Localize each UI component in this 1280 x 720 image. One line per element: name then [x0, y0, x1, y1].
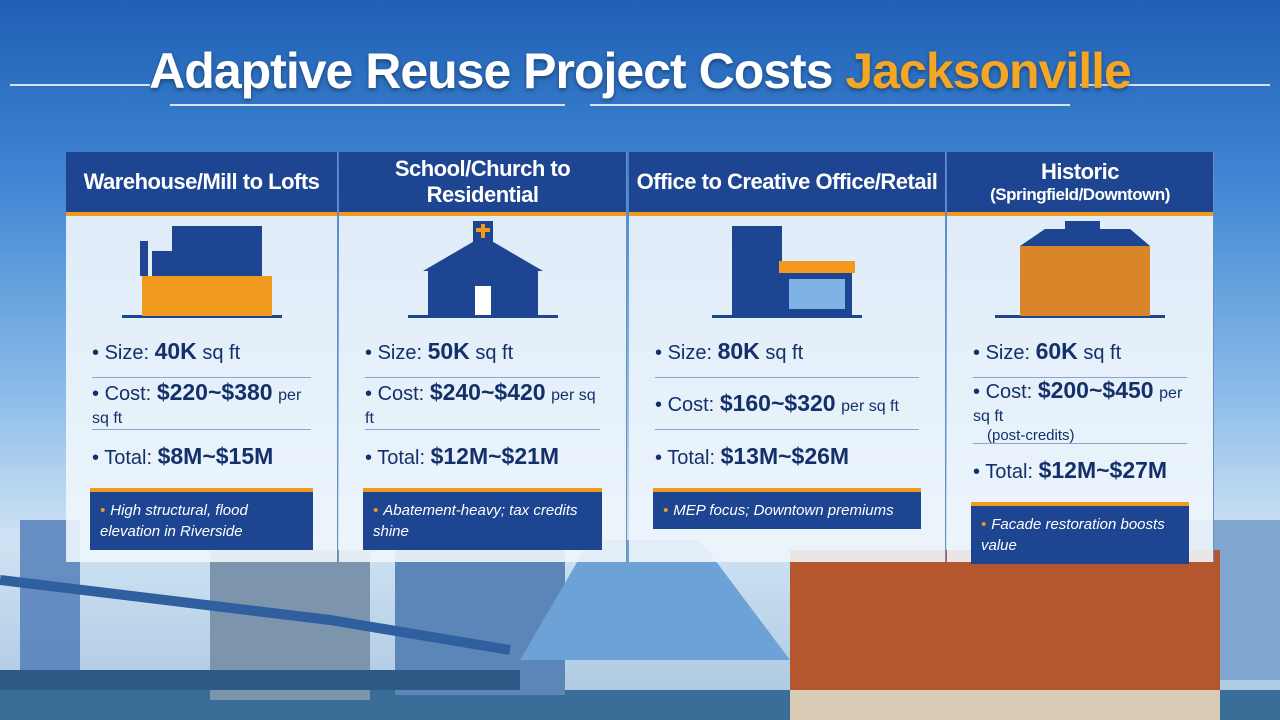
card-header: Historic (Springfield/Downtown) [947, 152, 1213, 216]
card-header: School/Church to Residential [339, 152, 626, 216]
card-4: Historic (Springfield/Downtown) • Size: 6… [947, 152, 1214, 564]
card-header: Office to Creative Office/Retail [629, 152, 945, 216]
page-title: Adaptive Reuse Project Costs Jacksonvill… [149, 43, 1132, 99]
size-row: • Size: 60K sq ft [973, 326, 1187, 378]
cost-row: • Cost: $240~$420 per sq ft [365, 378, 600, 430]
card-1: Warehouse/Mill to Lofts • Size: 40K sq f… [66, 152, 338, 562]
note-box: Abatement-heavy; tax credits shine [363, 488, 602, 550]
note-box: MEP focus; Downtown premiums [653, 488, 921, 529]
card-2: School/Church to Residential • Size: 50K… [339, 152, 627, 562]
church-icon [339, 216, 626, 326]
jacksonville-skyline-background [0, 520, 1280, 720]
total-row: • Total: $13M~$26M [655, 442, 850, 469]
note-box: Facade restoration boosts value [971, 502, 1189, 564]
card-header: Warehouse/Mill to Lofts [66, 152, 337, 216]
total-row: • Total: $8M~$15M [92, 442, 274, 469]
size-row: • Size: 40K sq ft [92, 326, 311, 378]
card-3: Office to Creative Office/Retail • Size:… [629, 152, 946, 562]
total-row: • Total: $12M~$21M [365, 442, 560, 469]
office-storefront-icon [629, 216, 945, 326]
cost-row: • Cost: $220~$380 per sq ft [92, 378, 311, 430]
cost-row: • Cost: $200~$450 per sq ft (post-credits… [973, 377, 1187, 444]
size-row: • Size: 80K sq ft [655, 326, 919, 378]
size-row: • Size: 50K sq ft [365, 326, 600, 378]
warehouse-icon [66, 216, 337, 326]
total-row: • Total: $12M~$27M [973, 456, 1168, 483]
historic-building-icon [947, 216, 1213, 326]
note-box: High structural, flood elevation in Rive… [90, 488, 313, 550]
cost-row: • Cost: $160~$320 per sq ft [655, 378, 919, 430]
